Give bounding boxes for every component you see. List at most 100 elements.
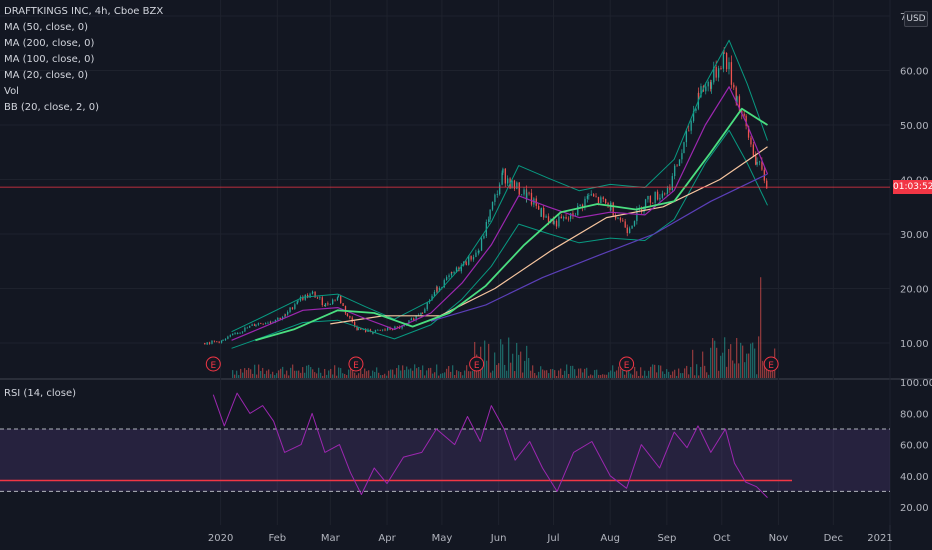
candle-body bbox=[600, 197, 602, 204]
candle-body bbox=[344, 305, 347, 314]
volume-bar bbox=[418, 366, 420, 378]
volume-bar bbox=[620, 368, 622, 378]
candle-body bbox=[349, 316, 351, 318]
volume-bar bbox=[550, 369, 552, 378]
volume-bar bbox=[484, 340, 486, 378]
volume-bar bbox=[614, 371, 616, 378]
candle-body bbox=[450, 272, 453, 276]
x-tick-label: Mar bbox=[321, 533, 341, 544]
candle-body bbox=[502, 168, 504, 173]
volume-bar bbox=[708, 374, 710, 378]
volume-bar bbox=[612, 365, 614, 378]
candle-body bbox=[281, 317, 284, 320]
volume-bar bbox=[382, 375, 384, 378]
volume-bar bbox=[340, 368, 342, 378]
volume-bar bbox=[532, 365, 534, 378]
candle-body bbox=[666, 187, 669, 194]
candle-body bbox=[234, 333, 236, 335]
volume-bar bbox=[714, 340, 716, 378]
volume-bar bbox=[632, 374, 634, 378]
volume-bar bbox=[700, 366, 702, 378]
candle-body bbox=[752, 144, 755, 156]
volume-bar bbox=[384, 373, 386, 378]
volume-bar bbox=[508, 337, 510, 378]
candle-body bbox=[262, 323, 264, 325]
candle-body bbox=[244, 327, 246, 332]
volume-bar bbox=[288, 375, 290, 378]
volume-bar bbox=[768, 370, 770, 378]
volume-bar bbox=[456, 370, 458, 378]
volume-bar bbox=[372, 370, 374, 378]
candle-body bbox=[267, 322, 269, 324]
candle-body bbox=[588, 195, 590, 197]
candle-body bbox=[750, 137, 752, 145]
legend-ma20[interactable]: MA (20, close, 0) bbox=[4, 70, 89, 81]
volume-bar bbox=[492, 370, 494, 378]
candle-body bbox=[241, 331, 244, 333]
candle-body bbox=[296, 301, 298, 305]
volume-bar bbox=[392, 369, 394, 378]
volume-bar bbox=[494, 352, 496, 378]
candle-body bbox=[453, 272, 455, 274]
candle-body bbox=[222, 340, 224, 341]
volume-bar bbox=[510, 362, 512, 378]
volume-bar bbox=[720, 355, 722, 378]
volume-bar bbox=[428, 368, 430, 378]
volume-bar bbox=[668, 371, 670, 378]
currency-badge[interactable]: USD bbox=[904, 11, 928, 27]
candle-body bbox=[480, 238, 483, 251]
candle-body bbox=[649, 195, 652, 203]
volume-bar bbox=[438, 375, 440, 378]
volume-bar bbox=[630, 373, 632, 378]
legend-ma50[interactable]: MA (50, close, 0) bbox=[4, 22, 89, 33]
candle-body bbox=[555, 220, 558, 227]
rsi-band bbox=[0, 429, 890, 492]
volume-bar bbox=[504, 364, 506, 378]
volume-bar bbox=[250, 369, 252, 378]
candle-body bbox=[553, 220, 555, 224]
legend-ma100[interactable]: MA (100, close, 0) bbox=[4, 54, 95, 65]
volume-bar bbox=[334, 365, 336, 378]
volume-bar bbox=[374, 371, 376, 378]
volume-bar bbox=[466, 365, 468, 378]
candle-body bbox=[472, 256, 475, 260]
candle-body bbox=[707, 81, 709, 87]
volume-bar bbox=[468, 371, 470, 378]
volume-bar bbox=[540, 366, 542, 378]
volume-bar bbox=[248, 367, 250, 378]
candle-body bbox=[451, 272, 453, 274]
candle-body bbox=[685, 130, 688, 143]
volume-bar bbox=[258, 364, 260, 378]
candle-body bbox=[253, 324, 256, 326]
volume-bar bbox=[770, 364, 772, 378]
candle-body bbox=[586, 195, 589, 199]
rsi-legend[interactable]: RSI (14, close) bbox=[4, 388, 77, 399]
rsi-y-tick-label: 60.00 bbox=[900, 441, 929, 452]
candle-body bbox=[528, 192, 530, 194]
candle-body bbox=[224, 338, 227, 341]
volume-bar bbox=[268, 369, 270, 378]
candle-body bbox=[511, 180, 513, 189]
volume-bar bbox=[590, 374, 592, 378]
candle-body bbox=[622, 220, 624, 222]
candle-body bbox=[470, 255, 472, 260]
candle-body bbox=[216, 341, 218, 343]
volume-bar bbox=[738, 363, 740, 378]
legend-vol[interactable]: Vol bbox=[4, 86, 19, 97]
x-tick-label: May bbox=[432, 533, 453, 544]
candle-body bbox=[605, 198, 607, 204]
chart-title: DRAFTKINGS INC, 4h, Cboe BZX bbox=[4, 6, 164, 17]
volume-bar bbox=[360, 366, 362, 378]
volume-bar bbox=[278, 370, 280, 378]
legend-ma200[interactable]: MA (200, close, 0) bbox=[4, 38, 95, 49]
candle-body bbox=[496, 194, 498, 195]
candle-body bbox=[204, 343, 206, 345]
candle-body bbox=[624, 221, 626, 228]
legend-bb[interactable]: BB (20, close, 2, 0) bbox=[4, 102, 99, 113]
volume-bar bbox=[398, 365, 400, 378]
volume-bar bbox=[242, 372, 244, 378]
volume-bar bbox=[322, 375, 324, 378]
volume-bar bbox=[594, 370, 596, 378]
candle-body bbox=[287, 312, 289, 315]
volume-bar bbox=[694, 375, 696, 378]
